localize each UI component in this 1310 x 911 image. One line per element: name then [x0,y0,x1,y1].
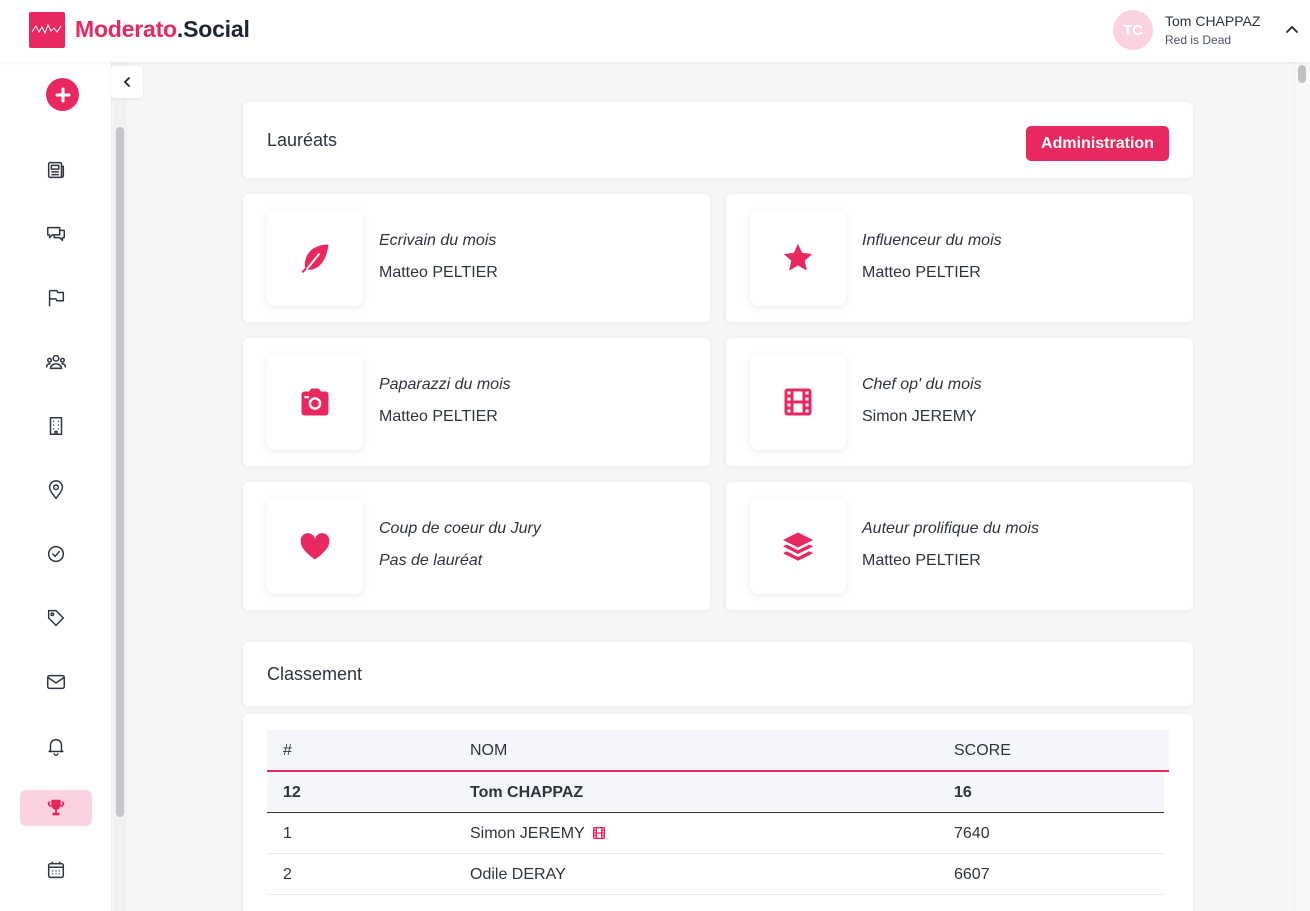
award-winner[interactable]: Matteo PELTIER [379,408,498,425]
main-scrollbar-thumb[interactable] [1298,65,1306,83]
sidebar-item-calendar[interactable] [40,854,72,886]
camera-icon [301,388,329,416]
table-row[interactable]: 2 Odile DERAY 6607 [267,854,1164,895]
tag-icon [47,609,65,627]
chevron-up-icon[interactable] [1284,22,1300,38]
rank-cell: 1 [283,825,292,842]
award-icon-box [267,210,363,306]
plus-icon [55,87,70,102]
users-icon [45,354,67,370]
sidebar-item-tags[interactable] [40,602,72,634]
sidebar-item-places[interactable] [40,474,72,506]
top-bar: Moderato.Social TC Tom CHAPPAZ Red is De… [0,0,1310,62]
sidebar-item-validation[interactable] [40,538,72,570]
sidebar-item-chat[interactable] [40,218,72,250]
award-category: Coup de coeur du Jury [379,520,541,537]
brand-name[interactable]: Moderato.Social [75,16,250,42]
sidebar-item-laureats[interactable] [20,790,92,826]
score-cell: 6607 [954,866,990,883]
award-winner[interactable]: Matteo PELTIER [379,264,498,281]
check-circle-icon [47,545,65,563]
award-category: Auteur prolifique du mois [862,520,1039,537]
award-icon-box [750,354,846,450]
award-winner[interactable]: Matteo PELTIER [862,264,981,281]
sidebar-scrollbar-thumb[interactable] [116,127,124,817]
table-row[interactable]: 1 Simon JEREMY 7640 [267,813,1164,854]
ranking-table: # NOM SCORE 12 Tom CHAPPAZ 16 1 Simon JE… [243,714,1193,911]
table-header: # NOM SCORE [267,730,1169,772]
award-card-coup-de-coeur: Coup de coeur du Jury Pas de lauréat [243,482,710,610]
award-card-auteur-prolifique: Auteur prolifique du mois Matteo PELTIER [726,482,1193,610]
sidebar-item-news[interactable] [40,154,72,186]
award-card-ecrivain: Ecrivain du mois Matteo PELTIER [243,194,710,322]
user-name[interactable]: Tom CHAPPAZ [1165,13,1261,29]
calendar-icon [47,861,65,879]
bell-icon [48,738,64,756]
name-cell: Odile DERAY [470,866,566,883]
sidebar-item-reports[interactable] [40,282,72,314]
user-avatar[interactable]: TC [1113,10,1153,50]
user-subtitle: Red is Dead [1165,33,1232,47]
heart-icon [300,533,330,560]
rank-cell: 2 [283,866,292,883]
award-winner[interactable]: Simon JEREMY [862,408,977,425]
award-card-influenceur: Influenceur du mois Matteo PELTIER [726,194,1193,322]
laureats-header-card: Lauréats Administration [243,102,1193,178]
administration-button[interactable]: Administration [1026,126,1169,161]
score-cell: 16 [954,784,972,801]
sidebar-item-users[interactable] [40,346,72,378]
award-icon-box [750,498,846,594]
sidebar [0,62,112,911]
flag-icon [48,289,65,307]
award-icon-box [267,498,363,594]
table-row-current-user[interactable]: 12 Tom CHAPPAZ 16 [267,772,1164,813]
name-cell: Tom CHAPPAZ [470,784,584,801]
feather-icon [301,244,329,273]
chat-icon [47,226,65,242]
collapse-sidebar-button[interactable] [111,66,143,98]
name-cell: Simon JEREMY [470,825,607,843]
main-scrollbar-track [1294,62,1310,911]
mail-icon [47,674,65,690]
award-category: Chef op' du mois [862,376,982,393]
sidebar-item-messages[interactable] [40,666,72,698]
award-icon-box [267,354,363,450]
location-icon [48,480,64,500]
score-cell: 7640 [954,825,990,842]
award-category: Paparazzi du mois [379,376,511,393]
sidebar-item-notifications[interactable] [40,730,72,762]
name-text: Simon JEREMY [470,825,585,842]
classement-header-card: Classement [243,642,1193,706]
award-category: Influenceur du mois [862,232,1002,249]
rank-cell: 12 [283,784,301,801]
film-icon [592,827,605,839]
trophy-icon [47,799,65,816]
brand-logo[interactable] [29,12,65,48]
classement-title: Classement [267,664,363,684]
star-icon [783,243,813,271]
award-card-chef-op: Chef op' du mois Simon JEREMY [726,338,1193,466]
layers-icon [783,532,813,561]
laureats-title: Lauréats [267,130,338,150]
add-button[interactable] [46,78,79,111]
sidebar-item-organizations[interactable] [40,410,72,442]
column-score[interactable]: SCORE [954,742,1011,759]
award-card-paparazzi: Paparazzi du mois Matteo PELTIER [243,338,710,466]
award-icon-box [750,210,846,306]
award-winner[interactable]: Matteo PELTIER [862,552,981,569]
award-category: Ecrivain du mois [379,232,497,249]
chevron-left-icon [123,77,130,87]
newspaper-icon [47,161,65,179]
column-rank[interactable]: # [283,742,292,759]
film-icon [784,388,812,416]
column-name[interactable]: NOM [470,742,508,759]
building-icon [49,417,63,435]
logo-wave-icon [31,23,62,35]
award-winner: Pas de lauréat [379,552,483,569]
